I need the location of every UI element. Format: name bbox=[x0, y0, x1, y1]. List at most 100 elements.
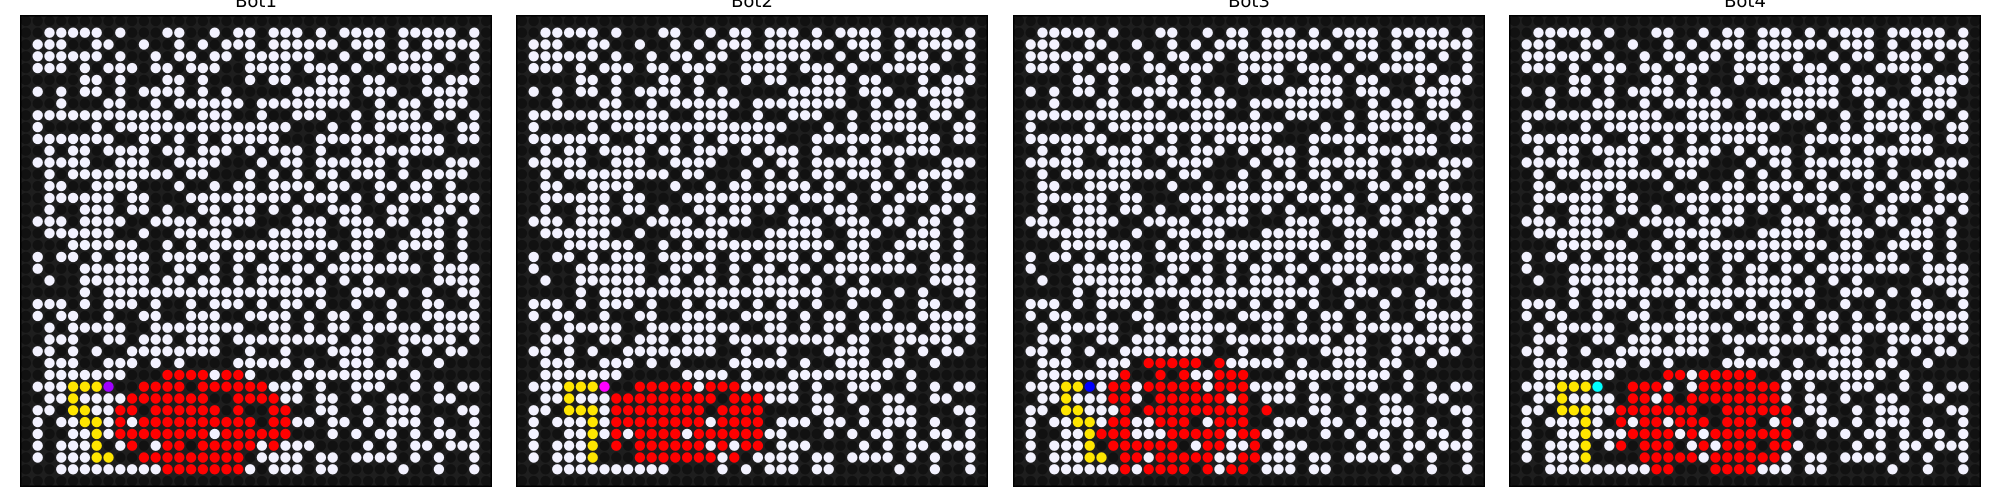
open-cell bbox=[91, 263, 102, 274]
open-cell bbox=[776, 287, 787, 298]
blocked-cell bbox=[1013, 440, 1025, 451]
fire-cell bbox=[1155, 405, 1166, 416]
open-cell bbox=[858, 357, 870, 369]
open-cell bbox=[917, 145, 929, 156]
blocked-cell bbox=[174, 62, 185, 74]
blocked-cell bbox=[953, 369, 964, 381]
open-cell bbox=[256, 357, 268, 369]
open-cell bbox=[1308, 381, 1320, 392]
blocked-cell bbox=[906, 393, 917, 404]
blocked-cell bbox=[552, 287, 563, 298]
open-cell bbox=[1072, 192, 1084, 204]
blocked-cell bbox=[1096, 74, 1107, 86]
blocked-cell bbox=[1167, 310, 1178, 322]
open-cell bbox=[1556, 27, 1568, 38]
blocked-cell bbox=[811, 263, 823, 274]
open-cell bbox=[433, 393, 445, 404]
blocked-cell bbox=[20, 464, 32, 475]
open-cell bbox=[1308, 192, 1320, 204]
fire-cell bbox=[1143, 357, 1154, 369]
blocked-cell bbox=[67, 216, 79, 227]
open-cell bbox=[374, 180, 386, 192]
blocked-cell bbox=[858, 98, 870, 109]
blocked-cell bbox=[44, 15, 55, 27]
open-cell bbox=[91, 346, 102, 357]
open-cell bbox=[209, 346, 220, 357]
blocked-cell bbox=[1426, 287, 1438, 298]
open-cell bbox=[681, 251, 693, 263]
blocked-cell bbox=[1828, 15, 1839, 27]
blocked-cell bbox=[1320, 298, 1331, 310]
blocked-cell bbox=[1592, 51, 1603, 62]
blocked-cell bbox=[126, 98, 138, 109]
blocked-cell bbox=[67, 86, 79, 97]
blocked-cell bbox=[835, 393, 846, 404]
open-cell bbox=[1190, 204, 1202, 215]
blocked-cell bbox=[32, 74, 43, 86]
open-cell bbox=[280, 98, 291, 109]
blocked-cell bbox=[882, 157, 893, 168]
open-cell bbox=[1143, 98, 1154, 109]
open-cell bbox=[1462, 381, 1473, 392]
open-cell bbox=[315, 405, 327, 416]
path-cell bbox=[587, 381, 598, 392]
open-cell bbox=[693, 169, 705, 180]
blocked-cell bbox=[256, 86, 268, 97]
open-cell bbox=[174, 287, 185, 298]
open-cell bbox=[386, 357, 397, 369]
open-cell bbox=[1226, 393, 1237, 404]
blocked-cell bbox=[1178, 110, 1190, 121]
open-cell bbox=[1910, 39, 1922, 50]
open-cell bbox=[115, 169, 126, 180]
open-cell bbox=[528, 251, 539, 263]
blocked-cell bbox=[1285, 357, 1296, 369]
open-cell bbox=[1155, 74, 1166, 86]
blocked-cell bbox=[221, 393, 232, 404]
blocked-cell bbox=[20, 298, 32, 310]
fire-cell bbox=[209, 440, 220, 451]
blocked-cell bbox=[1119, 334, 1131, 345]
blocked-cell bbox=[1403, 298, 1414, 310]
blocked-cell bbox=[941, 145, 952, 156]
blocked-cell bbox=[1037, 239, 1048, 251]
open-cell bbox=[740, 381, 752, 392]
blocked-cell bbox=[1828, 39, 1839, 50]
blocked-cell bbox=[540, 464, 551, 475]
open-cell bbox=[1060, 369, 1072, 381]
open-cell bbox=[398, 121, 409, 133]
blocked-cell bbox=[150, 27, 161, 38]
open-cell bbox=[965, 381, 976, 392]
fire-cell bbox=[681, 440, 693, 451]
blocked-cell bbox=[126, 27, 138, 38]
open-cell bbox=[835, 263, 846, 274]
blocked-cell bbox=[44, 86, 55, 97]
blocked-cell bbox=[917, 405, 929, 416]
blocked-cell bbox=[717, 475, 728, 487]
blocked-cell bbox=[528, 98, 539, 109]
blocked-cell bbox=[1237, 157, 1249, 168]
open-cell bbox=[965, 133, 976, 145]
blocked-cell bbox=[421, 416, 433, 428]
open-cell bbox=[103, 310, 114, 322]
open-cell bbox=[1851, 51, 1863, 62]
blocked-cell bbox=[150, 369, 161, 381]
blocked-cell bbox=[552, 346, 563, 357]
open-cell bbox=[362, 157, 374, 168]
open-cell bbox=[280, 228, 291, 239]
open-cell bbox=[1226, 39, 1237, 50]
open-cell bbox=[634, 192, 646, 204]
open-cell bbox=[681, 263, 693, 274]
blocked-cell bbox=[1332, 62, 1343, 74]
open-cell bbox=[1072, 228, 1084, 239]
blocked-cell bbox=[126, 334, 138, 345]
fire-cell bbox=[611, 405, 622, 416]
open-cell bbox=[540, 157, 551, 168]
blocked-cell bbox=[622, 86, 634, 97]
blocked-cell bbox=[339, 381, 350, 392]
open-cell bbox=[563, 145, 575, 156]
open-cell bbox=[729, 216, 740, 227]
blocked-cell bbox=[1013, 180, 1025, 192]
open-cell bbox=[1308, 110, 1320, 121]
blocked-cell bbox=[894, 369, 905, 381]
blocked-cell bbox=[1627, 15, 1639, 27]
